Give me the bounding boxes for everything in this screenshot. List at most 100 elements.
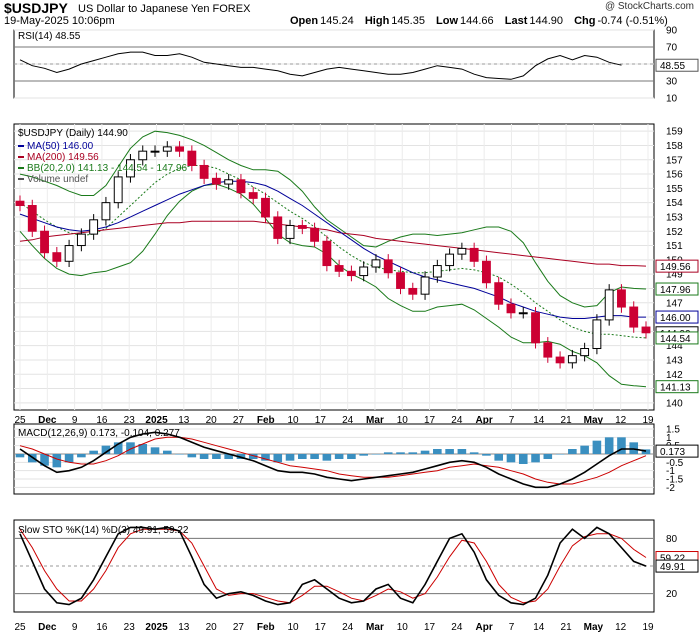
- x-axis-label-bottom: Apr: [476, 622, 493, 633]
- candle-body: [15, 200, 25, 207]
- macd-histogram-bar: [310, 454, 319, 459]
- legend-entry: BB(20,2.0) 141.13 - 144.54 - 147.96: [27, 163, 188, 174]
- copyright[interactable]: @ StockCharts.com: [604, 1, 694, 12]
- candle-body: [506, 303, 516, 314]
- last-label: Last: [504, 15, 528, 27]
- macd-histogram-bar: [334, 454, 344, 459]
- x-axis-label-bottom: 21: [561, 622, 573, 633]
- macd-histogram-bar: [224, 454, 233, 459]
- x-axis-label-bottom: Dec: [38, 622, 57, 633]
- candle-body: [629, 306, 639, 328]
- candle-body: [457, 247, 467, 255]
- bb-lower-band: [19, 183, 647, 388]
- price-axis-tick-label: 154: [666, 198, 683, 209]
- x-axis-label: 10: [287, 415, 299, 426]
- candle-body: [126, 159, 135, 178]
- candle-body: [383, 259, 393, 274]
- chg-label: Chg: [574, 15, 596, 27]
- candle-body: [592, 319, 602, 350]
- x-axis-label-bottom: 17: [424, 622, 436, 633]
- macd-histogram-bar: [420, 450, 430, 454]
- price-tag: 144.54: [660, 334, 691, 345]
- x-axis-label-bottom: 13: [178, 622, 190, 633]
- macd-histogram-bar: [371, 454, 381, 455]
- ma50-line: [19, 180, 646, 319]
- macd-histogram-bar: [383, 452, 393, 454]
- candle-body: [248, 192, 258, 199]
- x-axis-label-bottom: 7: [509, 622, 515, 633]
- candle-body: [617, 289, 626, 308]
- rsi-line: [19, 51, 622, 80]
- x-axis-label: 17: [315, 415, 327, 426]
- high-label: High: [364, 15, 390, 27]
- x-axis-label: Mar: [366, 415, 384, 426]
- quote-bar: Open 145.24 High 145.35 Low 144.66 Last 144.…: [290, 15, 676, 27]
- macd-histogram-bar: [15, 454, 25, 458]
- ma200-line: [19, 220, 647, 267]
- candle-body: [199, 164, 209, 179]
- x-axis-label-bottom: Feb: [257, 622, 275, 633]
- price-axis-tick-label: 140: [666, 398, 683, 409]
- open-value: 145.24: [320, 15, 354, 27]
- rsi-axis-tick-label: 70: [666, 43, 678, 54]
- macd-histogram-bar: [641, 449, 651, 454]
- candle-body: [346, 270, 356, 277]
- candle-body: [432, 265, 442, 278]
- macd-signal-line: [19, 436, 647, 485]
- open-label: Open: [290, 15, 319, 27]
- price-tag: 147.96: [660, 285, 691, 296]
- price-tag-box: [655, 380, 699, 394]
- x-axis-label-bottom: 9: [72, 622, 78, 633]
- x-axis-label: 27: [233, 415, 245, 426]
- x-axis-label: 9: [72, 415, 78, 426]
- sto-tag-k-box: [655, 559, 699, 573]
- price-tag-box: [655, 310, 699, 324]
- x-axis-label-bottom: 27: [233, 622, 245, 633]
- candle-body: [224, 179, 234, 185]
- candle-body: [76, 233, 86, 247]
- x-axis-label: 7: [509, 415, 515, 426]
- macd-histogram-bar: [518, 454, 528, 464]
- rsi-axis-tick-label: 10: [666, 94, 678, 105]
- rsi-last-tag: 48.55: [660, 61, 685, 72]
- candle-body: [52, 252, 62, 262]
- x-axis-label-bottom: 23: [124, 622, 136, 633]
- price-tag-box: [655, 282, 699, 296]
- macd-axis-tick-label: 1: [666, 433, 672, 444]
- candle-body: [359, 266, 369, 277]
- sto-axis-tick-label: 80: [666, 534, 678, 545]
- price-axis-tick-label: 144: [666, 341, 683, 352]
- low-label: Low: [436, 15, 459, 27]
- x-axis-label-bottom: 19: [642, 622, 654, 633]
- macd-histogram-bar: [347, 454, 356, 459]
- macd-histogram-bar: [506, 454, 516, 463]
- macd-histogram-bar: [77, 454, 86, 458]
- macd-histogram-bar: [482, 454, 491, 456]
- macd-histogram-bar: [555, 454, 565, 455]
- macd-histogram-bar: [531, 454, 540, 463]
- macd-title: MACD(12,26,9) 0.173, -0.104, 0.277: [18, 428, 180, 439]
- macd-tag-box: [655, 444, 699, 458]
- price-axis-tick-label: 147: [666, 298, 683, 309]
- x-axis-label: 13: [178, 415, 190, 426]
- macd-histogram-bar: [629, 442, 639, 454]
- legend-entry: MA(50) 146.00: [27, 141, 94, 152]
- macd-histogram-bar: [457, 449, 467, 454]
- candle-body: [175, 146, 184, 152]
- candle-body: [64, 245, 74, 262]
- price-axis-tick-label: 156: [666, 170, 683, 181]
- candle-body: [40, 230, 49, 254]
- x-axis-label: Dec: [38, 415, 57, 426]
- macd-histogram-bar: [126, 442, 135, 454]
- x-axis-label-bottom: May: [584, 622, 604, 633]
- candle-body: [518, 312, 528, 315]
- macd-histogram-bar: [64, 454, 74, 463]
- x-axis-label: Feb: [257, 415, 275, 426]
- macd-axis-tick-label: -2: [666, 483, 675, 494]
- x-axis-label-bottom: 25: [14, 622, 26, 633]
- candle-body: [285, 225, 295, 239]
- macd-histogram-bar: [617, 437, 626, 454]
- macd-histogram-bar: [322, 454, 332, 461]
- macd-histogram-bar: [592, 440, 602, 454]
- candle-body: [641, 326, 651, 334]
